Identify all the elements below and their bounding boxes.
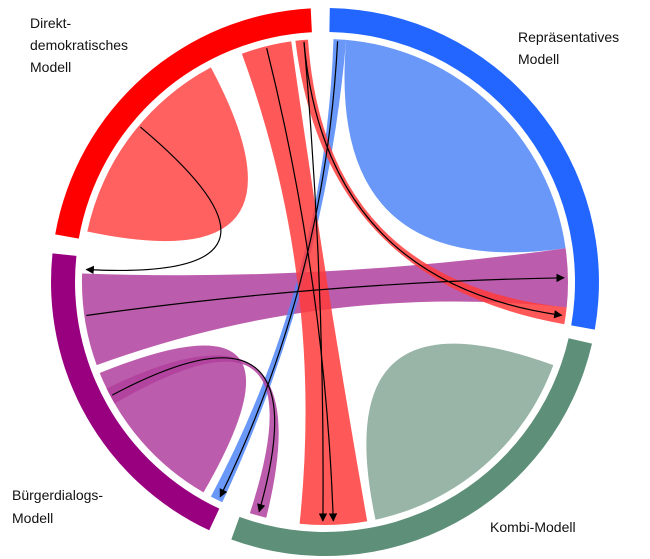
node-arcs <box>51 8 599 557</box>
node-label: Direkt- <box>30 15 72 31</box>
chord <box>366 323 554 520</box>
node-arc <box>329 8 599 330</box>
arrows <box>85 41 565 522</box>
chords <box>81 39 569 526</box>
arrow <box>219 41 339 498</box>
chord <box>335 39 566 253</box>
chord <box>295 39 567 325</box>
node-label: Kombi-Modell <box>490 519 576 535</box>
arrow <box>266 48 338 522</box>
arrow <box>85 126 222 275</box>
node-arc <box>51 253 220 531</box>
arrow <box>303 41 328 522</box>
node-label: Repräsentatives <box>518 29 619 45</box>
arrow <box>303 41 563 319</box>
arrow <box>86 273 565 317</box>
chord <box>87 67 248 257</box>
node-label: demokratisches <box>30 37 128 53</box>
labels: Direkt- demokratisches Modell Repräsenta… <box>12 15 619 535</box>
node-label: Modell <box>12 510 53 526</box>
node-arc <box>231 338 593 557</box>
node-arc <box>55 8 312 239</box>
chord <box>241 41 368 526</box>
chord <box>210 39 347 503</box>
node-label: Bürgerdialogs- <box>12 487 103 503</box>
node-label: Modell <box>30 59 71 75</box>
node-label: Modell <box>518 51 559 67</box>
arrow <box>111 357 276 513</box>
